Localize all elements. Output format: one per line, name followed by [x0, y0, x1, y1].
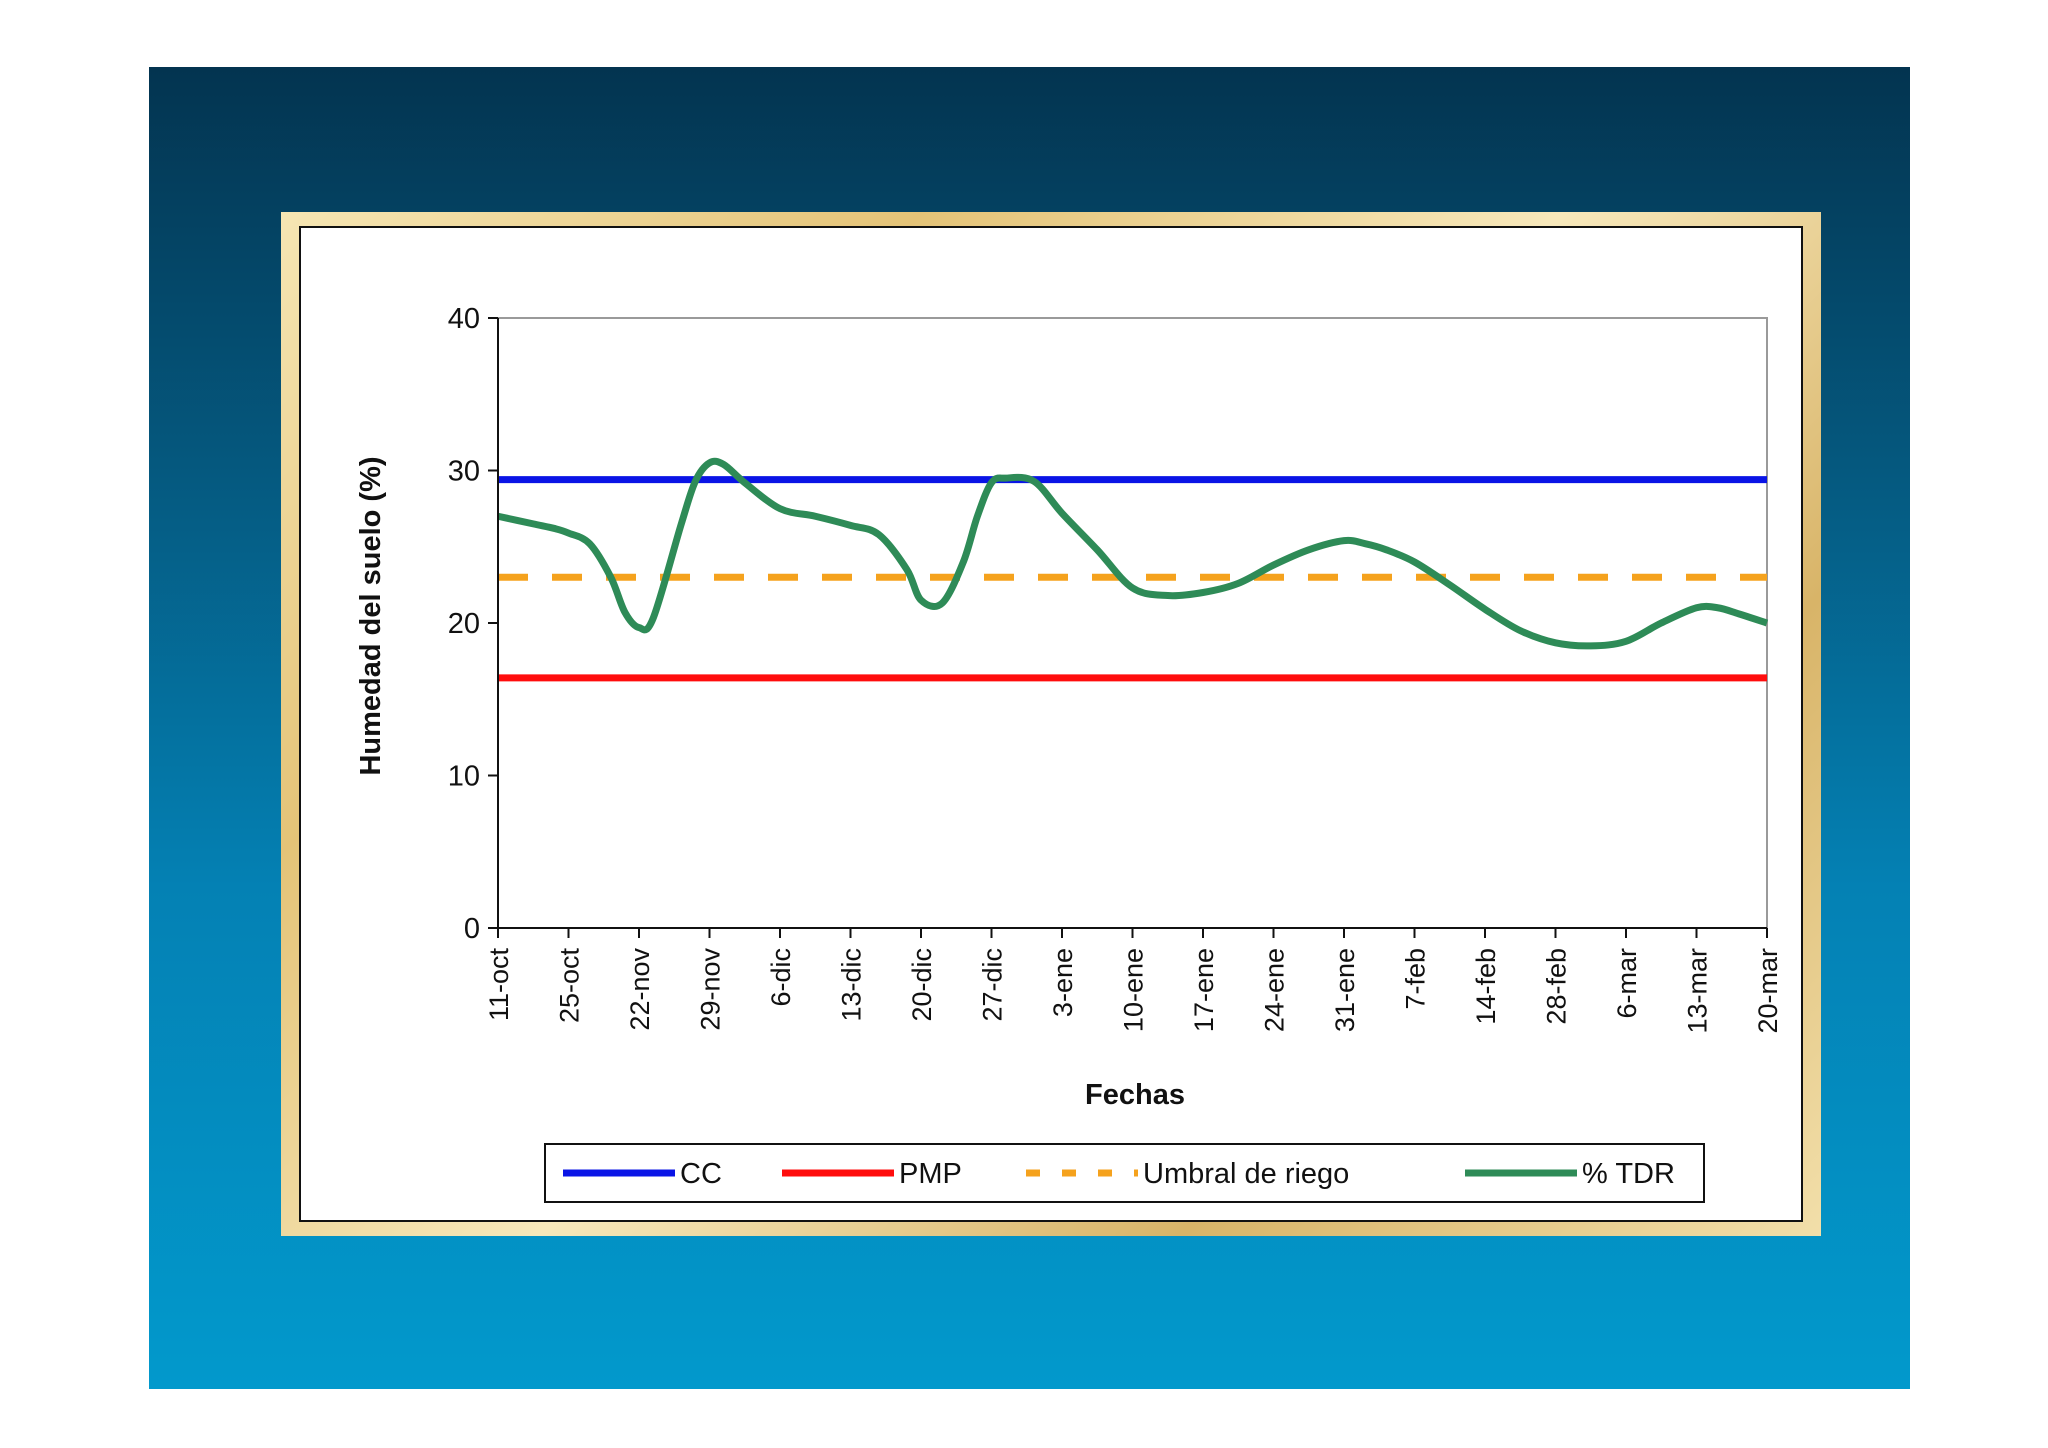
x-tick-label: 24-ene	[1260, 948, 1290, 1032]
y-axis-label: Humedad del suelo (%)	[355, 456, 387, 775]
line-chart: 0 10 20 30 40 11-oct 25-oct 22-nov 29-nov 6-dic 13…	[301, 228, 1801, 1220]
x-tick-label: 6-dic	[766, 948, 796, 1007]
legend-label-tdr: % TDR	[1582, 1158, 1675, 1190]
legend-label-cc: CC	[680, 1158, 722, 1190]
axes: 0 10 20 30 40 11-oct 25-oct 22-nov 29-nov 6-dic 13…	[448, 303, 1783, 1034]
series-layer	[497, 457, 1769, 682]
y-tick-label: 0	[464, 913, 480, 945]
x-tick-label: 14-feb	[1471, 948, 1501, 1025]
x-tick-label: 20-dic	[907, 948, 937, 1022]
legend-label-umbral-de-riego: Umbral de riego	[1143, 1158, 1349, 1190]
x-tick-label: 17-ene	[1189, 948, 1219, 1032]
x-tick-label: 20-mar	[1753, 948, 1783, 1034]
x-tick-label: 10-ene	[1119, 948, 1149, 1032]
x-tick-label: 22-nov	[625, 948, 655, 1031]
y-tick-label: 30	[448, 456, 480, 488]
legend: CC PMP Umbral de riego % TDR	[544, 1143, 1705, 1203]
x-tick-label: 13-mar	[1683, 948, 1713, 1034]
y-tick-label: 10	[448, 761, 480, 793]
x-tick-label: 31-ene	[1330, 948, 1360, 1032]
x-tick-label: 6-mar	[1612, 948, 1642, 1019]
x-tick-label: 28-feb	[1542, 948, 1572, 1025]
x-tick-label: 3-ene	[1048, 948, 1078, 1017]
x-tick-label: 27-dic	[978, 948, 1008, 1022]
slide-background: 0 10 20 30 40 11-oct 25-oct 22-nov 29-nov 6-dic 13…	[149, 67, 1910, 1389]
x-tick-label: 25-oct	[555, 948, 585, 1024]
x-tick-label: 11-oct	[484, 948, 514, 1022]
x-tick-label: 13-dic	[837, 948, 867, 1022]
y-tick-label: 40	[448, 303, 480, 335]
x-tick-label: 29-nov	[696, 948, 726, 1031]
x-tick-label: 7-feb	[1401, 948, 1431, 1010]
x-axis-label: Fechas	[1085, 1079, 1185, 1111]
chart-card: 0 10 20 30 40 11-oct 25-oct 22-nov 29-nov 6-dic 13…	[299, 226, 1803, 1222]
chart-background	[301, 228, 1801, 1220]
series-tdr-line	[497, 457, 1769, 650]
legend-label-pmp: PMP	[899, 1158, 962, 1190]
y-tick-label: 20	[448, 608, 480, 640]
gold-frame: 0 10 20 30 40 11-oct 25-oct 22-nov 29-nov 6-dic 13…	[281, 212, 1821, 1236]
